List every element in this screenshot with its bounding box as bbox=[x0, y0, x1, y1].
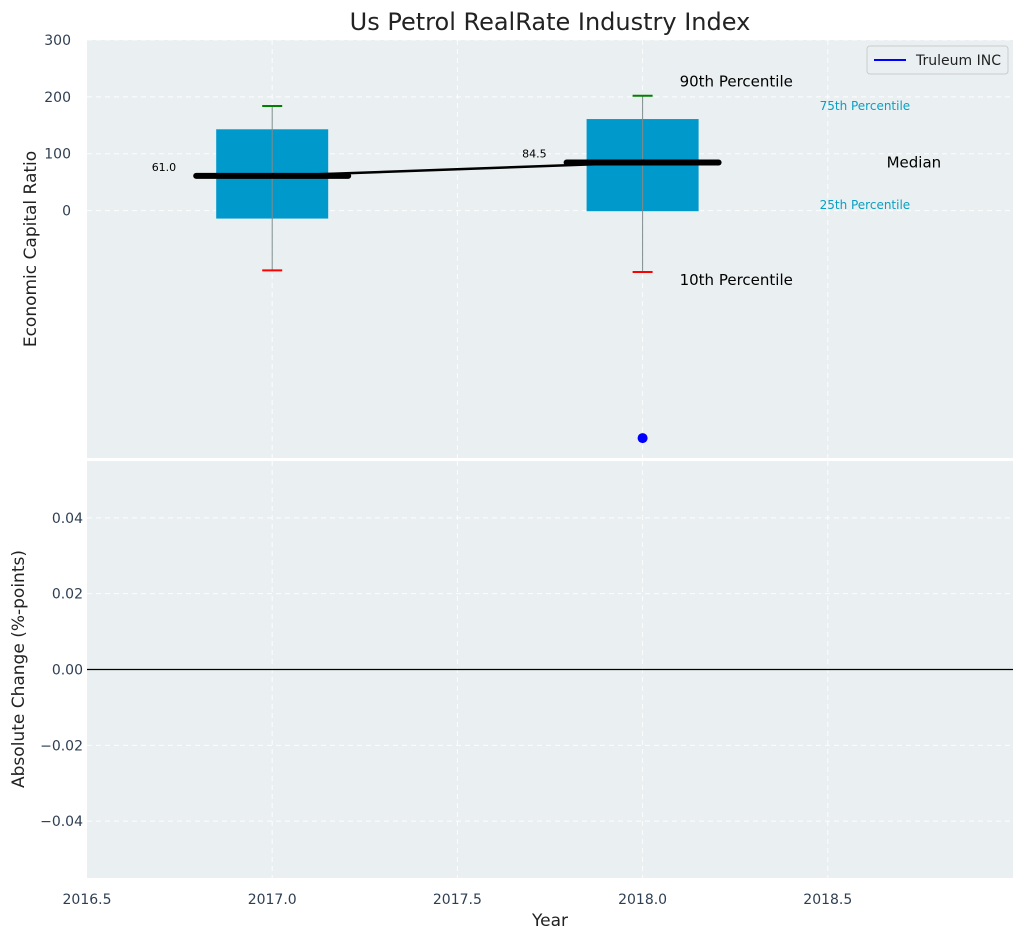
median-value-label-0: 61.0 bbox=[152, 161, 177, 174]
annotation-25th: 25th Percentile bbox=[820, 198, 911, 212]
bottom-y-tick-label: 0.00 bbox=[52, 663, 83, 679]
company-point-0 bbox=[637, 433, 648, 444]
annotation-90th: 90th Percentile bbox=[680, 73, 793, 91]
annotation-10th: 10th Percentile bbox=[680, 271, 793, 289]
x-tick-label: 2017.5 bbox=[433, 892, 482, 908]
top-y-tick-label: 200 bbox=[44, 90, 71, 106]
legend: Truleum INC bbox=[866, 45, 1009, 75]
annotation-median: Median bbox=[887, 154, 942, 172]
legend-box bbox=[866, 45, 1009, 75]
bottom-y-tick-label: 0.02 bbox=[52, 587, 83, 603]
x-tick-label: 2018.5 bbox=[803, 892, 852, 908]
x-tick-label: 2016.5 bbox=[63, 892, 112, 908]
legend-entry-label: Truleum INC bbox=[915, 53, 1001, 69]
median-value-label-1: 84.5 bbox=[522, 148, 547, 161]
top-y-tick-label: 100 bbox=[44, 147, 71, 163]
top-y-axis-title: Economic Capital Ratio bbox=[21, 151, 41, 347]
top-y-tick-label: 300 bbox=[44, 33, 71, 49]
bottom-y-tick-label: −0.02 bbox=[40, 738, 83, 754]
median-trend-line bbox=[272, 161, 643, 178]
bottom-y-axis-title: Absolute Change (%-points) bbox=[9, 550, 29, 788]
x-tick-label: 2018.0 bbox=[618, 892, 667, 908]
bottom-y-tick-label: 0.04 bbox=[52, 511, 83, 527]
bottom-y-tick-label: −0.04 bbox=[40, 814, 83, 830]
annotation-75th: 75th Percentile bbox=[820, 99, 911, 113]
x-axis-title: Year bbox=[531, 911, 568, 931]
x-tick-label: 2017.0 bbox=[248, 892, 297, 908]
top-plot-area bbox=[87, 40, 1013, 458]
top-y-tick-label: 0 bbox=[62, 204, 71, 220]
chart-title: Us Petrol RealRate Industry Index bbox=[350, 8, 751, 36]
